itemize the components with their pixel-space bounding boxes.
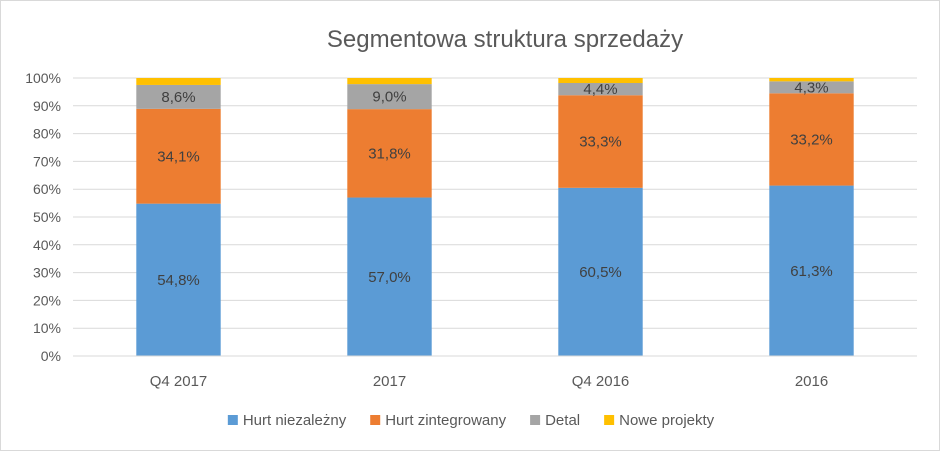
data-label: 33,2%: [790, 131, 833, 148]
data-label: 31,8%: [368, 145, 411, 162]
x-tick-label: 2016: [795, 373, 828, 390]
data-label: 4,4%: [583, 81, 617, 98]
bar-segment: [769, 81, 854, 94]
bar-segment: [558, 78, 643, 84]
x-axis: Q4 2017 2017 Q4 2016 2016: [73, 355, 917, 390]
y-tick-label: 40%: [33, 237, 61, 253]
legend-item: Hurt niezależny: [227, 412, 347, 429]
y-axis: 0% 10% 20% 30% 40% 50% 60% 70% 80% 90% 100%: [25, 70, 61, 364]
x-tick-label: Q4 2016: [572, 373, 630, 390]
y-tick-label: 30%: [33, 265, 61, 281]
data-label: 60,5%: [579, 264, 622, 281]
bar-segment: [136, 108, 221, 204]
legend-item: Detal: [530, 412, 580, 429]
data-label: 54,8%: [157, 272, 200, 289]
bar-segment: [558, 95, 643, 188]
legend-swatch: [604, 415, 615, 425]
legend-label: Nowe projekty: [619, 412, 715, 429]
data-label: 4,3%: [794, 79, 828, 96]
legend-label: Hurt zintegrowany: [385, 412, 506, 429]
y-tick-label: 90%: [33, 98, 61, 114]
y-tick-label: 50%: [33, 209, 61, 225]
data-label: 61,3%: [790, 263, 833, 280]
bar-segment: [136, 84, 221, 109]
bar-segment: [769, 78, 854, 82]
y-tick-label: 100%: [25, 70, 61, 86]
bar-segment: [136, 203, 221, 356]
y-tick-label: 0%: [41, 348, 61, 364]
bar-segment: [347, 84, 432, 110]
bar-segment: [136, 78, 221, 85]
x-tick-label: 2017: [373, 373, 406, 390]
bar-segment: [769, 93, 854, 186]
legend-label: Detal: [545, 412, 580, 429]
x-tick-label: Q4 2017: [150, 373, 208, 390]
legend-swatch: [370, 415, 381, 425]
chart-title: Segmentowa struktura sprzedaży: [327, 26, 683, 53]
legend-swatch: [530, 415, 541, 425]
data-label: 57,0%: [368, 269, 411, 286]
y-tick-label: 20%: [33, 292, 61, 308]
data-label: 34,1%: [157, 148, 200, 165]
bar-segment: [347, 109, 432, 198]
y-tick-label: 70%: [33, 153, 61, 169]
bar-segment: [347, 78, 432, 85]
legend-swatch: [227, 415, 238, 425]
bar-segment: [558, 187, 643, 356]
legend-label: Hurt niezależny: [243, 412, 347, 429]
y-tick-label: 80%: [33, 126, 61, 142]
legend-item: Nowe projekty: [604, 412, 715, 429]
bar-segment: [769, 185, 854, 356]
y-tick-label: 10%: [33, 320, 61, 336]
legend-item: Hurt zintegrowany: [370, 412, 507, 429]
legend: Hurt niezależny Hurt zintegrowany Detal Now…: [227, 412, 715, 429]
data-label: 9,0%: [372, 89, 406, 106]
data-label: 8,6%: [161, 89, 195, 106]
bars: 54,8% 34,1% 8,6% 57,0% 31,8% 9,0% 60,5% 33,3% 4,…: [136, 78, 854, 356]
data-label: 33,3%: [579, 134, 622, 151]
bar-segment: [347, 197, 432, 356]
bar-segment: [558, 83, 643, 96]
y-tick-label: 60%: [33, 181, 61, 197]
